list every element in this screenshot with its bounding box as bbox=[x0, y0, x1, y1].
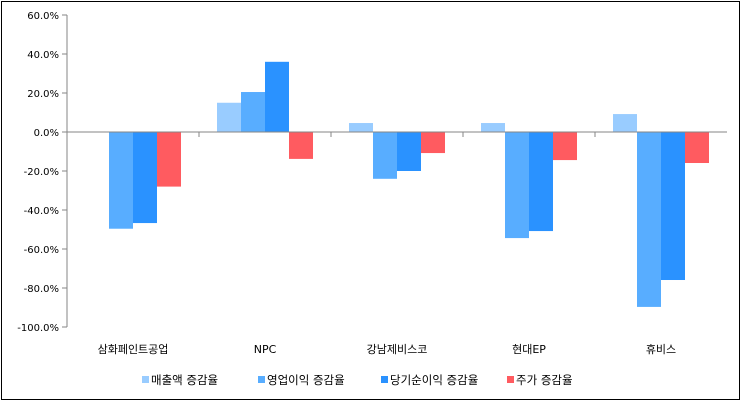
legend-label: 매출액 증감율 bbox=[151, 373, 218, 387]
bar-4 bbox=[157, 132, 181, 187]
y-tick-label: 60.0% bbox=[27, 11, 59, 22]
bar-4 bbox=[289, 132, 313, 159]
bar-2 bbox=[373, 132, 397, 179]
bar-4 bbox=[421, 132, 445, 154]
bar-1 bbox=[613, 114, 637, 132]
legend-label: 영업이익 증감율 bbox=[267, 373, 345, 387]
legend-swatch bbox=[381, 376, 388, 383]
bar-3 bbox=[529, 132, 553, 232]
y-tick-label: -100.0% bbox=[17, 323, 59, 334]
bar-1 bbox=[217, 102, 241, 132]
x-category-label: NPC bbox=[254, 343, 277, 356]
y-tick-label: 0.0% bbox=[34, 128, 59, 139]
bar-3 bbox=[397, 132, 421, 171]
bar-2 bbox=[505, 132, 529, 239]
y-tick-label: 40.0% bbox=[27, 50, 59, 61]
legend-label: 주가 증감율 bbox=[516, 373, 573, 387]
x-category-label: 삼화페인트공업 bbox=[98, 343, 169, 356]
y-tick-label: 20.0% bbox=[27, 89, 59, 100]
bar-1 bbox=[349, 123, 373, 132]
bar-2 bbox=[109, 132, 133, 229]
y-tick-label: -60.0% bbox=[24, 245, 59, 256]
bar-4 bbox=[685, 132, 709, 164]
y-tick-label: -80.0% bbox=[24, 284, 59, 295]
bar-3 bbox=[133, 132, 157, 224]
legend-label: 당기순이익 증감율 bbox=[390, 373, 478, 387]
legend-swatch bbox=[142, 376, 149, 383]
legend-swatch bbox=[258, 376, 265, 383]
bar-3 bbox=[661, 132, 685, 281]
y-tick-label: -20.0% bbox=[24, 167, 59, 178]
bar-4 bbox=[553, 132, 577, 161]
bar-3 bbox=[265, 61, 289, 132]
x-category-label: 강남제비스코 bbox=[367, 343, 428, 356]
legend-swatch bbox=[507, 376, 514, 383]
x-category-label: 현대EP bbox=[512, 343, 546, 356]
bar-2 bbox=[241, 92, 265, 132]
y-tick-label: -40.0% bbox=[24, 206, 59, 217]
x-category-label: 휴비스 bbox=[646, 343, 676, 356]
bar-1 bbox=[481, 123, 505, 132]
bar-2 bbox=[637, 132, 661, 307]
